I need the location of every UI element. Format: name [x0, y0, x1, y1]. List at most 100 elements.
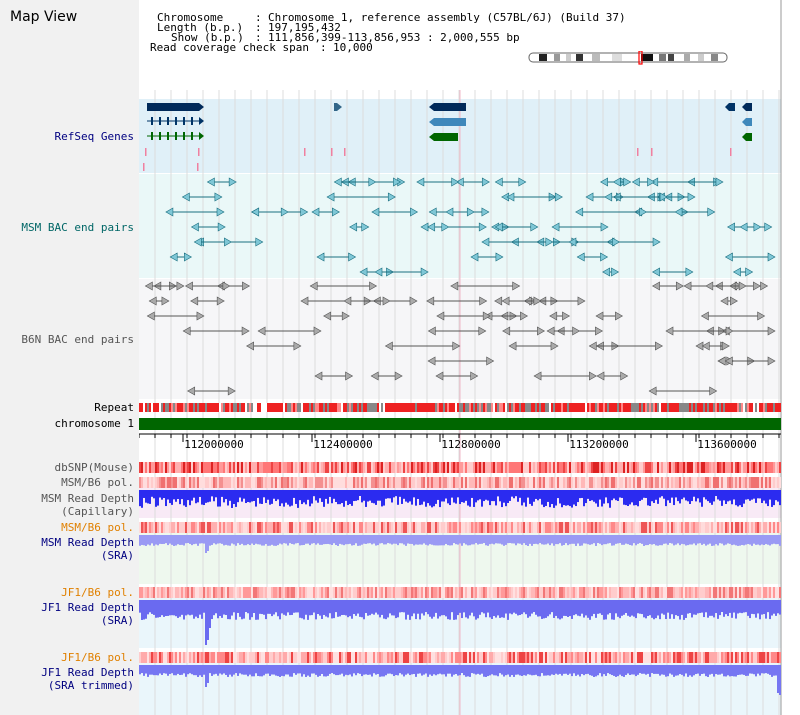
depth-bar: [657, 535, 659, 546]
heat-cell: [285, 652, 287, 663]
repeat-segment: [207, 403, 209, 412]
depth-bar: [719, 600, 721, 616]
heat-cell: [637, 522, 639, 533]
heat-cell: [243, 462, 245, 473]
depth-bar: [413, 535, 415, 546]
depth-bar: [329, 665, 331, 674]
depth-bar: [691, 490, 693, 502]
heat-cell: [657, 522, 659, 533]
heat-cell: [299, 587, 301, 598]
depth-bar: [561, 490, 563, 508]
depth-bar: [293, 490, 295, 498]
heat-cell: [197, 652, 199, 663]
heat-cell: [325, 587, 327, 598]
heat-cell: [683, 587, 685, 598]
heat-cell: [217, 522, 219, 533]
heat-cell: [627, 462, 629, 473]
heat-cell: [263, 587, 265, 598]
depth-bar: [629, 665, 631, 675]
genome-track-area[interactable]: 112000000 112400000 112800000 113200000 1136…: [139, 0, 800, 715]
heat-cell: [187, 587, 189, 598]
depth-bar: [585, 490, 587, 504]
heat-cell: [311, 652, 313, 663]
bac-end-left: [333, 177, 342, 187]
depth-bar: [313, 535, 315, 544]
heat-cell: [507, 587, 509, 598]
heat-cell: [363, 587, 365, 598]
heat-cell: [499, 462, 501, 473]
repeat-segment: [635, 403, 637, 412]
heat-cell: [541, 477, 543, 488]
heat-cell: [559, 477, 561, 488]
heat-cell: [701, 477, 703, 488]
depth-bar: [349, 600, 351, 617]
depth-bar: [347, 600, 349, 618]
repeat-segment: [673, 403, 675, 412]
repeat-segment: [249, 403, 251, 412]
depth-bar: [421, 600, 423, 614]
heat-cell: [315, 652, 317, 663]
track-label-b6n-bac[interactable]: B6N BAC end pairs: [21, 333, 134, 346]
heat-cell: [163, 462, 165, 473]
heat-cell: [259, 522, 261, 533]
bac-end-left: [612, 177, 621, 187]
heat-cell: [773, 652, 775, 663]
ruler-tick-label: 112400000: [313, 438, 373, 451]
heat-cell: [533, 462, 535, 473]
track-label-msm-bac[interactable]: MSM BAC end pairs: [21, 221, 134, 234]
heat-cell: [393, 462, 395, 473]
heat-cell: [323, 462, 325, 473]
heat-cell: [697, 462, 699, 473]
heat-cell: [475, 522, 477, 533]
heat-cell: [775, 462, 777, 473]
chromosome-ideogram[interactable]: [528, 51, 728, 65]
heat-cell: [447, 522, 449, 533]
bac-end-left: [311, 207, 320, 217]
heat-cell: [369, 652, 371, 663]
repeat-segment: [289, 403, 291, 412]
depth-bar: [409, 490, 411, 502]
depth-bar: [531, 665, 533, 676]
depth-bar: [523, 535, 525, 544]
track-label-refseq-genes[interactable]: RefSeq Genes: [54, 130, 134, 143]
heat-cell: [519, 652, 521, 663]
heat-cell: [295, 652, 297, 663]
depth-bar: [741, 535, 743, 545]
heat-cell: [157, 652, 159, 663]
heat-cell: [383, 587, 385, 598]
heat-cell: [171, 587, 173, 598]
heat-cell: [423, 462, 425, 473]
heat-cell: [643, 522, 645, 533]
repeat-segment: [435, 403, 437, 412]
heat-cell: [729, 652, 731, 663]
heat-cell: [429, 522, 431, 533]
depth-bar: [543, 535, 545, 545]
depth-bar: [239, 600, 241, 617]
heat-cell: [617, 477, 619, 488]
bac-end-right: [184, 252, 192, 262]
depth-bar: [343, 600, 345, 615]
heat-cell: [583, 652, 585, 663]
heat-cell: [629, 477, 631, 488]
heat-cell: [209, 587, 211, 598]
heat-cell: [335, 652, 337, 663]
heat-cell: [165, 477, 167, 488]
heat-cell: [493, 522, 495, 533]
depth-bar: [751, 665, 753, 674]
heat-cell: [431, 652, 433, 663]
heat-cell: [209, 462, 211, 473]
heat-cell: [403, 587, 405, 598]
repeat-segment: [239, 403, 241, 412]
depth-bar: [349, 490, 351, 504]
heat-cell: [323, 477, 325, 488]
heat-cell: [697, 522, 699, 533]
heat-cell: [447, 652, 449, 663]
repeat-segment: [535, 403, 537, 412]
repeat-segment: [367, 403, 369, 412]
repeat-segment: [415, 403, 417, 412]
depth-bar: [593, 490, 595, 502]
heat-cell: [225, 462, 227, 473]
repeat-segment: [151, 403, 153, 412]
heat-cell: [459, 652, 461, 663]
depth-bar: [357, 665, 359, 674]
